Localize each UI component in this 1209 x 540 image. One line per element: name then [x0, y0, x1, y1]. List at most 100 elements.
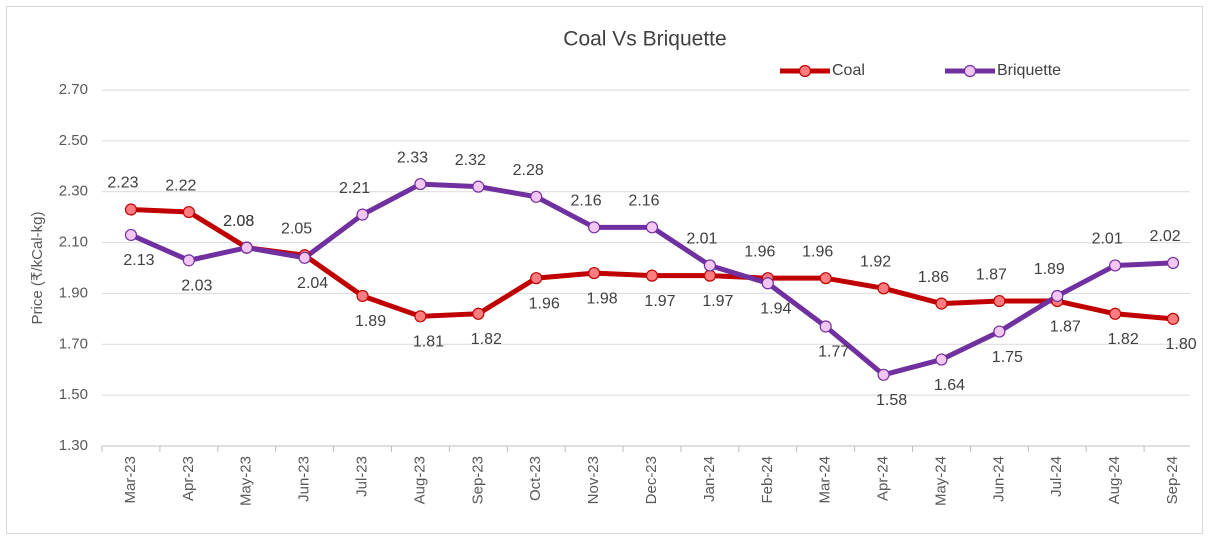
data-point	[993, 294, 1006, 308]
data-point	[124, 228, 138, 242]
data-label: 2.33	[397, 149, 428, 166]
x-tick-label: Aug-24	[1106, 456, 1123, 504]
chart-title: Coal Vs Briquette	[563, 28, 726, 51]
legend-marker	[963, 64, 977, 78]
data-point	[588, 266, 601, 280]
data-label: 2.22	[165, 177, 196, 194]
data-point	[645, 269, 659, 282]
data-point	[1166, 256, 1180, 270]
data-label: 1.96	[802, 243, 833, 260]
data-point	[414, 310, 427, 323]
data-label: 2.05	[281, 221, 312, 238]
data-label: 1.94	[760, 300, 791, 317]
y-tick-label: 1.70	[59, 335, 88, 352]
data-point	[1166, 312, 1180, 325]
x-tick-label: Jul-23	[353, 456, 370, 497]
data-label: 1.81	[413, 334, 444, 351]
data-point	[182, 205, 195, 219]
data-point	[356, 208, 369, 221]
data-point	[1109, 307, 1122, 320]
data-point	[819, 320, 832, 333]
data-label: 2.08	[223, 213, 254, 230]
data-label: 1.89	[355, 313, 386, 330]
data-point	[819, 272, 832, 285]
data-point	[588, 221, 601, 234]
y-tick-label: 1.50	[59, 386, 88, 403]
data-point	[761, 277, 774, 290]
x-tick-label: Jun-24	[990, 456, 1007, 502]
data-point	[877, 282, 890, 295]
data-point	[1109, 259, 1122, 272]
data-label: 1.82	[1108, 331, 1139, 348]
data-label: 1.96	[529, 295, 560, 312]
data-point	[877, 368, 890, 381]
y-tick-label: 1.90	[59, 284, 88, 301]
data-label: 1.86	[918, 269, 949, 286]
y-tick-label: 2.50	[59, 132, 88, 149]
data-label: 2.16	[628, 193, 659, 210]
data-label: 1.87	[1050, 318, 1081, 335]
x-tick-label: Apr-24	[875, 456, 892, 501]
data-point	[472, 307, 485, 320]
data-label: 1.58	[876, 392, 907, 409]
data-point	[530, 272, 543, 285]
data-label: 1.92	[860, 254, 891, 271]
chart-frame	[6, 6, 1203, 534]
data-label: 1.80	[1165, 336, 1196, 353]
y-tick-label: 2.30	[59, 183, 88, 200]
data-label: 2.04	[297, 275, 328, 292]
data-label: 1.97	[644, 293, 675, 310]
data-point	[240, 241, 253, 254]
x-tick-label: Feb-24	[759, 456, 776, 504]
y-tick-label: 1.30	[59, 437, 88, 454]
x-tick-label: Dec-23	[643, 456, 660, 504]
data-label: 1.97	[702, 293, 733, 310]
x-tick-label: Oct-23	[527, 456, 544, 501]
data-point	[530, 190, 543, 203]
legend-marker	[798, 64, 812, 78]
data-label: 2.03	[181, 278, 212, 295]
legend-label: Coal	[832, 62, 865, 79]
x-tick-label: Sep-23	[469, 456, 486, 504]
x-tick-label: Sep-24	[1164, 456, 1181, 504]
data-label: 1.98	[587, 290, 618, 307]
data-point	[935, 297, 948, 310]
data-label: 2.01	[1092, 231, 1123, 248]
data-label: 1.64	[934, 377, 965, 394]
data-point	[703, 259, 716, 272]
x-tick-label: Nov-23	[585, 456, 602, 504]
data-label: 1.75	[992, 349, 1023, 366]
data-point	[472, 180, 485, 193]
data-point	[1051, 289, 1064, 303]
data-label: 1.82	[471, 331, 502, 348]
data-label: 2.21	[339, 180, 370, 197]
legend-label: Briquette	[997, 62, 1061, 79]
data-label: 2.28	[513, 162, 544, 179]
data-point	[935, 353, 948, 366]
data-point	[182, 254, 195, 267]
data-point	[414, 177, 427, 191]
x-tick-label: Apr-23	[180, 456, 197, 501]
x-tick-label: Aug-23	[411, 456, 428, 504]
data-label: 1.87	[976, 266, 1007, 283]
data-label: 1.89	[1034, 261, 1065, 278]
y-axis-title: Price (₹/kCal-kg)	[29, 212, 46, 325]
data-label: 2.01	[686, 231, 717, 248]
x-tick-label: Jan-24	[701, 456, 718, 502]
data-point	[356, 289, 369, 303]
data-label: 1.96	[744, 243, 775, 260]
x-tick-label: Mar-24	[817, 456, 834, 504]
data-point	[993, 325, 1006, 338]
data-label: 2.16	[571, 193, 602, 210]
data-label: 2.02	[1149, 228, 1180, 245]
x-tick-label: Mar-23	[122, 456, 139, 504]
data-label: 2.08	[223, 213, 254, 230]
x-tick-label: May-24	[932, 456, 949, 506]
x-tick-label: May-23	[238, 456, 255, 506]
data-label: 2.13	[123, 252, 154, 269]
data-label: 1.77	[818, 344, 849, 361]
x-tick-label: Jul-24	[1048, 456, 1065, 497]
data-point	[703, 269, 716, 282]
data-point	[124, 203, 138, 216]
